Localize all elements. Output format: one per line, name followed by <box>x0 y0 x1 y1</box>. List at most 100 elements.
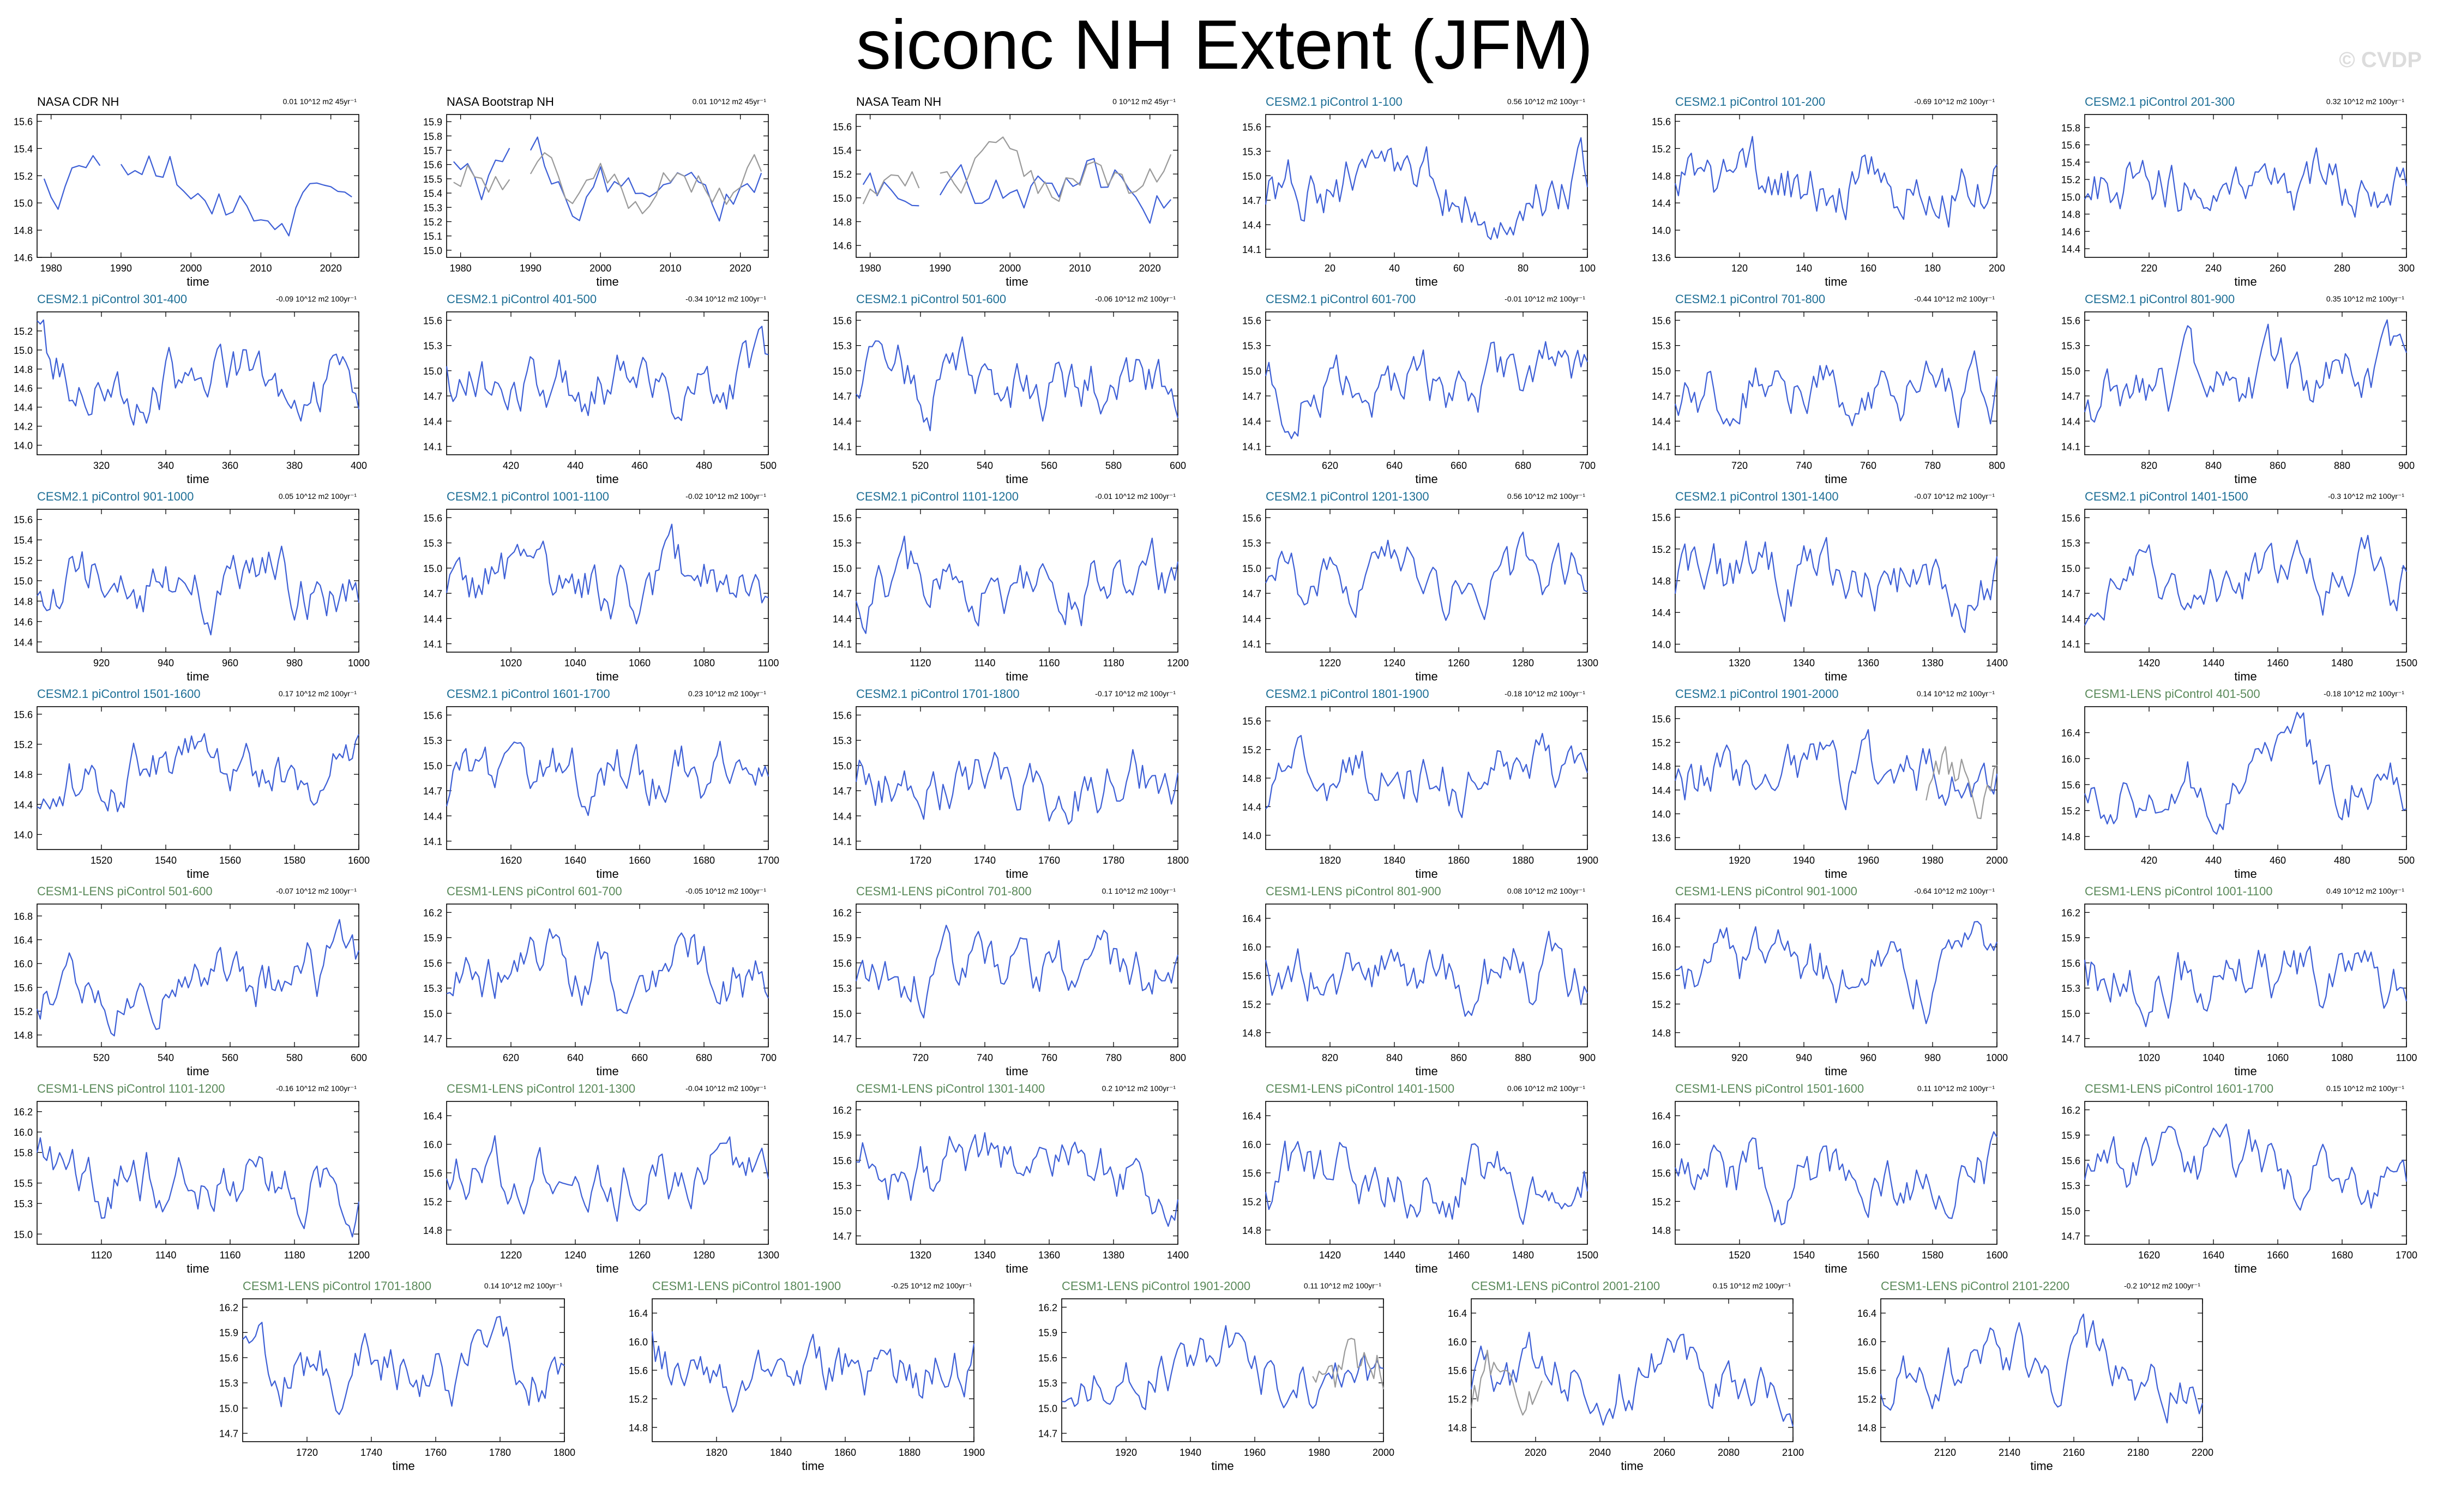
panel-title: CESM2.1 piControl 1701-1800 <box>856 687 1020 701</box>
line-chart: 14.7 15.0 15.3 15.6 15.9 16.2 1620 1640 1660 1680… <box>2061 1101 2417 1275</box>
x-tick-label: 1520 <box>91 855 112 866</box>
x-axis-label: time <box>1415 670 1438 683</box>
series-line <box>1674 136 1997 228</box>
y-tick-label: 15.6 <box>423 513 442 523</box>
x-tick-label: 1680 <box>693 855 715 866</box>
line-chart: 14.1 14.4 14.7 15.0 15.3 15.6 620 640 660 680 700 t… <box>1242 311 1596 486</box>
x-tick-label: 940 <box>1796 1052 1812 1063</box>
trend-label: -0.07 10^12 m2 100yr⁻¹ <box>276 887 357 895</box>
panel-title: CESM2.1 piControl 701-800 <box>1675 292 1826 306</box>
x-tick-label: 2180 <box>2127 1447 2149 1458</box>
x-axis-label: time <box>1006 472 1028 486</box>
series-line <box>855 924 1179 1019</box>
y-tick-label: 15.6 <box>833 315 852 326</box>
y-tick-label: 14.7 <box>833 588 852 599</box>
y-tick-label: 15.2 <box>423 1196 442 1207</box>
x-tick-label: 1540 <box>155 855 177 866</box>
plot-frame <box>1265 1101 1588 1245</box>
x-axis-label: time <box>596 867 619 881</box>
line-chart: 14.0 14.4 14.8 15.2 15.6 1820 1840 1860 1880 1900… <box>1242 706 1598 881</box>
y-tick-label: 15.0 <box>833 193 852 204</box>
x-axis-label: time <box>1825 670 1848 683</box>
x-tick-label: 820 <box>1322 1052 1338 1063</box>
x-axis-label: time <box>2234 1064 2257 1078</box>
line-chart: 14.8 15.2 15.6 16.0 16.4 1420 1440 1460 1480 1500… <box>1242 1101 1598 1275</box>
x-tick-label: 2040 <box>1589 1447 1611 1458</box>
plot-frame <box>856 311 1178 455</box>
y-tick-label: 14.8 <box>1242 1225 1261 1236</box>
y-tick-label: 14.4 <box>1242 802 1261 812</box>
x-tick-label: 1200 <box>1167 658 1189 668</box>
x-tick-label: 1320 <box>1729 658 1750 668</box>
y-tick-label: 15.3 <box>833 736 852 746</box>
trend-label: -0.25 10^12 m2 100yr⁻¹ <box>891 1281 972 1290</box>
y-tick-label: 14.4 <box>1652 198 1671 209</box>
x-tick-label: 1620 <box>2138 1250 2160 1261</box>
y-tick-label: 15.2 <box>1242 745 1261 756</box>
plot-frame <box>2084 706 2407 850</box>
trend-label: 0.11 10^12 m2 100yr⁻¹ <box>1917 1084 1995 1093</box>
x-tick-label: 2000 <box>1373 1447 1394 1458</box>
x-tick-label: 1300 <box>1576 658 1598 668</box>
x-axis-label: time <box>596 1064 619 1078</box>
x-tick-label: 1840 <box>1383 855 1405 866</box>
plot-frame <box>1675 114 1997 258</box>
y-tick-label: 16.4 <box>1652 913 1671 924</box>
series-line <box>1470 1332 1794 1427</box>
series-line <box>1674 350 1998 429</box>
y-tick-label: 16.0 <box>423 1140 442 1150</box>
x-tick-label: 120 <box>1731 263 1748 274</box>
y-tick-label: 15.8 <box>14 1148 33 1159</box>
x-tick-label: 1720 <box>910 855 931 866</box>
x-tick-label: 1220 <box>1319 658 1341 668</box>
y-tick-label: 14.0 <box>1652 639 1671 650</box>
x-tick-label: 200 <box>1989 263 2005 274</box>
series-line <box>862 172 919 207</box>
y-tick-label: 15.2 <box>1652 999 1671 1010</box>
x-tick-label: 2000 <box>589 263 611 274</box>
x-tick-label: 1990 <box>929 263 951 274</box>
x-tick-label: 780 <box>1105 1052 1122 1063</box>
panel-title: CESM2.1 piControl 1301-1400 <box>1675 490 1839 503</box>
x-tick-label: 2020 <box>320 263 342 274</box>
y-tick-label: 14.7 <box>423 391 442 402</box>
x-tick-label: 1580 <box>284 855 305 866</box>
panel-title: CESM1-LENS piControl 1801-1900 <box>652 1279 841 1293</box>
trend-label: 0.17 10^12 m2 100yr⁻¹ <box>278 689 357 698</box>
chart-panel: CESM2.1 piControl 401-500 -0.34 10^12 m2 … <box>410 292 777 486</box>
x-tick-label: 1820 <box>1319 855 1341 866</box>
trend-label: -0.01 10^12 m2 100yr⁻¹ <box>1505 294 1585 303</box>
y-tick-label: 15.9 <box>2061 933 2080 944</box>
chart-panel: CESM1-LENS piControl 1501-1600 0.11 10^12… <box>1638 1082 2008 1275</box>
y-tick-label: 15.6 <box>629 1365 648 1376</box>
y-tick-label: 15.3 <box>219 1378 238 1389</box>
y-tick-label: 15.6 <box>1242 1168 1261 1179</box>
chart-panel: NASA Bootstrap NH 0.01 10^12 m2 45yr⁻¹ 15.… <box>410 95 769 288</box>
x-tick-label: 1240 <box>564 1250 586 1261</box>
x-tick-label: 1760 <box>425 1447 447 1458</box>
x-tick-label: 1960 <box>1244 1447 1266 1458</box>
x-tick-label: 2200 <box>2192 1447 2213 1458</box>
plot-frame <box>856 706 1178 850</box>
y-tick-label: 15.9 <box>1038 1328 1057 1339</box>
line-chart: 14.7 15.0 15.3 15.6 15.9 16.2 1320 1340 1360 1380… <box>833 1101 1189 1275</box>
y-tick-label: 15.8 <box>423 131 442 142</box>
y-tick-label: 14.7 <box>423 1034 442 1045</box>
y-tick-label: 14.6 <box>14 252 33 263</box>
x-tick-label: 440 <box>567 460 583 471</box>
reference-series-line <box>529 152 762 214</box>
reference-series-line <box>1312 1338 1385 1390</box>
x-tick-label: 700 <box>1579 460 1596 471</box>
x-tick-label: 1540 <box>1793 1250 1815 1261</box>
x-tick-label: 1780 <box>1103 855 1124 866</box>
y-tick-label: 14.8 <box>1652 1028 1671 1039</box>
y-tick-label: 14.4 <box>2061 613 2080 624</box>
x-axis-label: time <box>596 1262 619 1275</box>
y-tick-label: 15.2 <box>1242 1196 1261 1207</box>
y-tick-label: 14.7 <box>2061 391 2080 402</box>
plot-frame <box>856 903 1178 1047</box>
x-tick-label: 140 <box>1796 263 1812 274</box>
series-line <box>1674 729 1998 810</box>
x-tick-label: 1940 <box>1180 1447 1201 1458</box>
x-tick-label: 540 <box>977 460 993 471</box>
